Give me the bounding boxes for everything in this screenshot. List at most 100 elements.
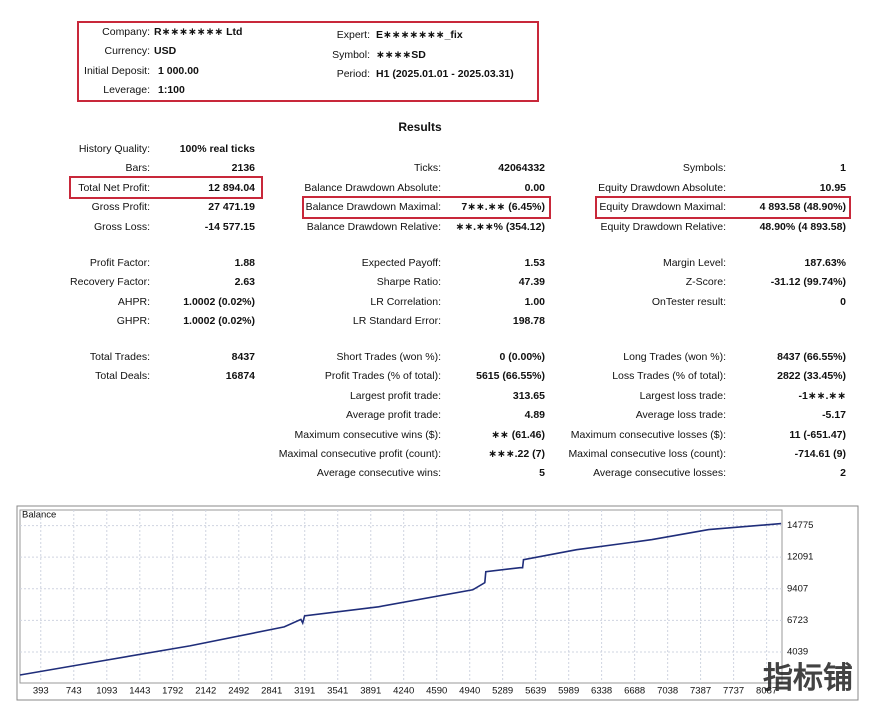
- header-value: R∗∗∗∗∗∗∗ Ltd: [154, 26, 242, 38]
- result-label: Sharpe Ratio:: [377, 276, 441, 288]
- result-value: 2: [840, 467, 846, 479]
- result-value: -1∗∗.∗∗: [799, 390, 846, 402]
- result-value: 8437: [232, 351, 256, 363]
- result-value: 16874: [226, 370, 255, 382]
- net-profit-highlight: [69, 176, 263, 199]
- result-label: Balance Drawdown Maximal:: [306, 201, 441, 213]
- x-tick-label: 3191: [294, 686, 315, 697]
- result-value: 1.0002 (0.02%): [183, 296, 255, 308]
- result-value: 0: [840, 296, 846, 308]
- y-tick-label: 4039: [787, 646, 808, 657]
- header-value: 1:100: [158, 84, 185, 96]
- x-tick-label: 6688: [624, 686, 645, 697]
- x-tick-label: 5639: [525, 686, 546, 697]
- result-value: -14 577.15: [205, 221, 255, 233]
- result-label: Total Net Profit:: [78, 182, 150, 194]
- result-label: Balance Drawdown Absolute:: [304, 182, 441, 194]
- result-value: 10.95: [820, 182, 846, 194]
- result-label: Maximum consecutive wins ($):: [295, 429, 441, 441]
- result-label: Average loss trade:: [636, 409, 726, 421]
- x-tick-label: 7737: [723, 686, 744, 697]
- result-label: AHPR:: [118, 296, 150, 308]
- result-label: Margin Level:: [663, 257, 726, 269]
- x-tick-label: 4940: [459, 686, 480, 697]
- result-label: Maximum consecutive losses ($):: [571, 429, 726, 441]
- result-value: 2.63: [235, 276, 256, 288]
- result-label: Symbols:: [683, 162, 726, 174]
- x-tick-label: 2492: [228, 686, 249, 697]
- result-label: Average profit trade:: [346, 409, 441, 421]
- header-highlight: [77, 21, 539, 102]
- result-value: 27 471.19: [208, 201, 255, 213]
- x-tick-label: 2142: [195, 686, 216, 697]
- result-label: Average consecutive losses:: [593, 467, 726, 479]
- result-value: 1.53: [525, 257, 546, 269]
- equity-dd-highlight: [595, 196, 851, 219]
- result-value: 0 (0.00%): [499, 351, 545, 363]
- header-label: Expert:: [337, 29, 370, 41]
- result-value: 2136: [232, 162, 256, 174]
- header-value: ∗∗∗∗SD: [376, 49, 426, 61]
- x-tick-label: 3541: [327, 686, 348, 697]
- header-label: Leverage:: [103, 84, 150, 96]
- x-tick-label: 1093: [96, 686, 117, 697]
- result-label: History Quality:: [79, 143, 150, 155]
- result-value: 8437 (66.55%): [777, 351, 846, 363]
- result-value: -714.61 (9): [795, 448, 846, 460]
- x-tick-label: 7038: [657, 686, 678, 697]
- watermark: 指标铺: [763, 662, 853, 695]
- result-value: 4 893.58 (48.90%): [760, 201, 846, 213]
- result-label: Total Deals:: [95, 370, 150, 382]
- header-value: 1 000.00: [158, 65, 199, 77]
- result-label: Maximal consecutive loss (count):: [568, 448, 726, 460]
- header-label: Initial Deposit:: [84, 65, 150, 77]
- result-label: Loss Trades (% of total):: [612, 370, 726, 382]
- result-label: OnTester result:: [652, 296, 726, 308]
- plot-area: [19, 509, 783, 684]
- result-label: Ticks:: [414, 162, 441, 174]
- result-label: Expected Payoff:: [362, 257, 441, 269]
- balance-line: [19, 522, 782, 676]
- header-value: USD: [154, 45, 177, 57]
- result-label: Profit Factor:: [90, 257, 150, 269]
- x-tick-label: 6338: [591, 686, 612, 697]
- result-value: 1.00: [525, 296, 546, 308]
- x-tick-label: 393: [33, 686, 49, 697]
- x-tick-label: 743: [66, 686, 82, 697]
- result-value: 1.0002 (0.02%): [183, 315, 255, 327]
- result-label: Recovery Factor:: [70, 276, 150, 288]
- result-value: 47.39: [519, 276, 545, 288]
- x-tick-label: 2841: [261, 686, 282, 697]
- x-tick-label: 3891: [360, 686, 381, 697]
- y-tick-label: 9407: [787, 583, 808, 594]
- result-value: ∗∗ (61.46): [491, 429, 545, 441]
- result-label: Largest loss trade:: [640, 390, 726, 402]
- result-label: Z-Score:: [686, 276, 726, 288]
- result-value: -5.17: [822, 409, 846, 421]
- result-label: Equity Drawdown Relative:: [601, 221, 726, 233]
- result-label: Bars:: [125, 162, 150, 174]
- result-value: 5615 (66.55%): [476, 370, 545, 382]
- result-label: Gross Profit:: [92, 201, 150, 213]
- result-value: 1: [840, 162, 846, 174]
- header-label: Symbol:: [332, 49, 370, 61]
- chart-frame: [16, 505, 859, 701]
- result-label: Profit Trades (% of total):: [325, 370, 441, 382]
- result-value: 48.90% (4 893.58): [760, 221, 846, 233]
- result-value: 1.88: [235, 257, 256, 269]
- result-label: Average consecutive wins:: [317, 467, 441, 479]
- result-label: Balance Drawdown Relative:: [307, 221, 441, 233]
- x-tick-label: 8087: [756, 686, 777, 697]
- y-tick-label: 12091: [787, 552, 813, 563]
- header-value: H1 (2025.01.01 - 2025.03.31): [376, 68, 514, 80]
- result-label: Equity Drawdown Maximal:: [599, 201, 726, 213]
- chart-title: Balance: [22, 510, 56, 521]
- result-value: 187.63%: [805, 257, 847, 269]
- x-tick-label: 7387: [690, 686, 711, 697]
- y-tick-label: 6723: [787, 615, 808, 626]
- header-label: Company:: [102, 26, 150, 38]
- result-label: Maximal consecutive profit (count):: [279, 448, 441, 460]
- result-value: 2822 (33.45%): [777, 370, 846, 382]
